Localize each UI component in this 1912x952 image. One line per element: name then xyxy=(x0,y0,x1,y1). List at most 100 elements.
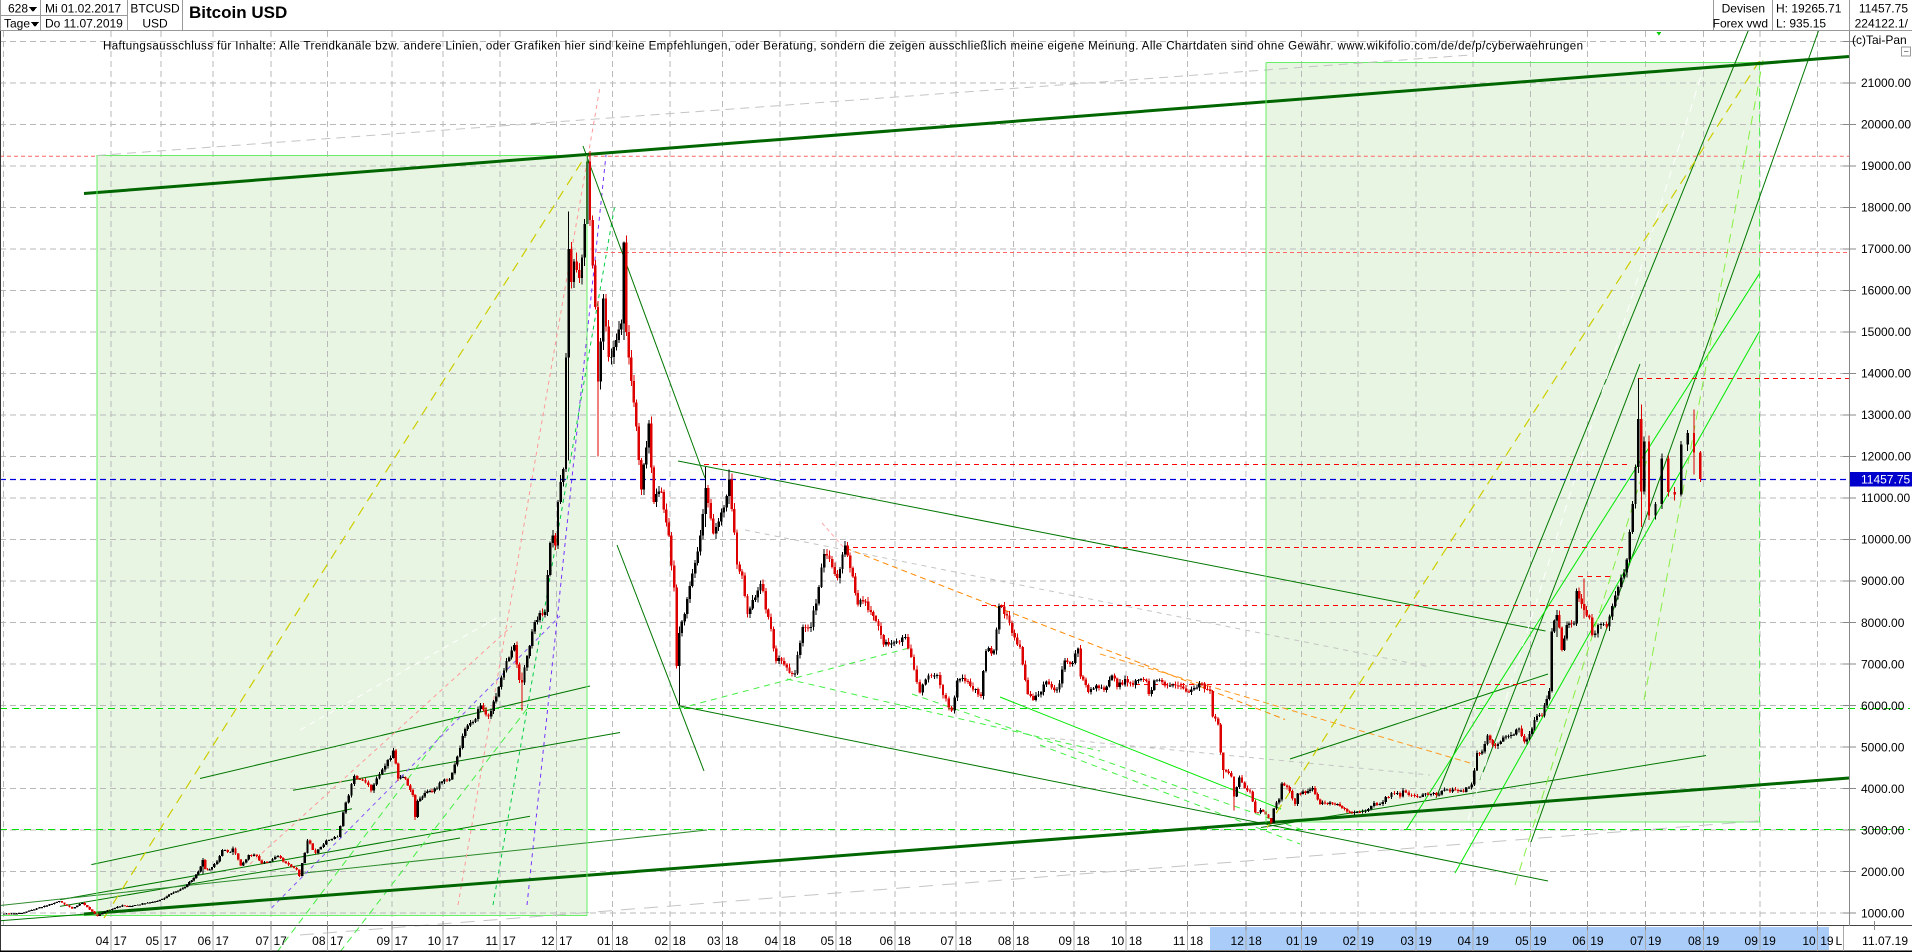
svg-text:18: 18 xyxy=(725,934,739,948)
svg-text:20000.00: 20000.00 xyxy=(1861,118,1911,132)
svg-text:03: 03 xyxy=(1401,934,1415,948)
svg-text:Bitcoin USD: Bitcoin USD xyxy=(189,3,287,22)
svg-text:01: 01 xyxy=(597,934,611,948)
svg-text:18: 18 xyxy=(898,934,912,948)
svg-text:19: 19 xyxy=(1648,934,1662,948)
svg-text:12: 12 xyxy=(541,934,555,948)
svg-text:10000.00: 10000.00 xyxy=(1861,533,1911,547)
svg-text:15000.00: 15000.00 xyxy=(1861,325,1911,339)
svg-text:L: L xyxy=(1836,934,1843,948)
svg-text:Forex vwd: Forex vwd xyxy=(1713,17,1768,31)
svg-text:7000.00: 7000.00 xyxy=(1861,657,1905,671)
svg-text:07: 07 xyxy=(941,934,955,948)
svg-text:18: 18 xyxy=(1190,934,1204,948)
svg-text:01: 01 xyxy=(1286,934,1300,948)
svg-text:10: 10 xyxy=(428,934,442,948)
svg-text:19: 19 xyxy=(1762,934,1776,948)
svg-text:06: 06 xyxy=(1572,934,1586,948)
svg-text:17: 17 xyxy=(164,934,178,948)
svg-text:17: 17 xyxy=(503,934,517,948)
svg-text:07: 07 xyxy=(1630,934,1644,948)
svg-text:10: 10 xyxy=(1111,934,1125,948)
svg-text:628: 628 xyxy=(8,2,28,16)
svg-text:17: 17 xyxy=(395,934,409,948)
svg-text:18000.00: 18000.00 xyxy=(1861,201,1911,215)
svg-text:03: 03 xyxy=(707,934,721,948)
svg-text:19: 19 xyxy=(1533,934,1547,948)
svg-text:11: 11 xyxy=(486,934,499,948)
svg-text:4000.00: 4000.00 xyxy=(1861,782,1905,796)
svg-text:19: 19 xyxy=(1820,934,1834,948)
svg-text:02: 02 xyxy=(655,934,669,948)
svg-text:07: 07 xyxy=(256,934,270,948)
svg-text:17: 17 xyxy=(446,934,460,948)
svg-text:09: 09 xyxy=(1745,934,1759,948)
svg-text:19: 19 xyxy=(1590,934,1604,948)
svg-text:Tage: Tage xyxy=(4,17,30,31)
svg-text:04: 04 xyxy=(96,934,110,948)
svg-text:17000.00: 17000.00 xyxy=(1861,242,1911,256)
svg-text:9000.00: 9000.00 xyxy=(1861,574,1905,588)
svg-text:05: 05 xyxy=(1515,934,1529,948)
svg-text:21000.00: 21000.00 xyxy=(1861,76,1911,90)
svg-text:18: 18 xyxy=(1076,934,1090,948)
svg-text:02: 02 xyxy=(1343,934,1357,948)
svg-text:17: 17 xyxy=(330,934,344,948)
svg-text:17: 17 xyxy=(216,934,230,948)
svg-text:1000.00: 1000.00 xyxy=(1861,906,1905,920)
svg-text:3000.00: 3000.00 xyxy=(1861,823,1905,837)
svg-text:6000.00: 6000.00 xyxy=(1861,699,1905,713)
svg-text:13000.00: 13000.00 xyxy=(1861,408,1911,422)
svg-text:11457.75: 11457.75 xyxy=(1861,473,1910,487)
svg-text:Mi 01.02.2017: Mi 01.02.2017 xyxy=(45,2,121,16)
svg-text:5000.00: 5000.00 xyxy=(1861,740,1905,754)
svg-text:04: 04 xyxy=(765,934,779,948)
svg-text:19: 19 xyxy=(1418,934,1432,948)
svg-text:17: 17 xyxy=(274,934,288,948)
svg-text:08: 08 xyxy=(1688,934,1702,948)
svg-text:18: 18 xyxy=(673,934,687,948)
svg-text:18: 18 xyxy=(615,934,629,948)
svg-text:19: 19 xyxy=(1361,934,1375,948)
svg-text:19: 19 xyxy=(1304,934,1318,948)
svg-text:18: 18 xyxy=(839,934,853,948)
svg-text:18: 18 xyxy=(958,934,972,948)
svg-text:8000.00: 8000.00 xyxy=(1861,616,1905,630)
svg-text:11: 11 xyxy=(1173,934,1186,948)
svg-text:BTCUSD: BTCUSD xyxy=(130,2,180,16)
svg-text:19000.00: 19000.00 xyxy=(1861,159,1911,173)
svg-text:12000.00: 12000.00 xyxy=(1861,450,1911,464)
svg-text:17: 17 xyxy=(114,934,128,948)
svg-text:Haftungsausschluss für Inhalte: Haftungsausschluss für Inhalte: Alle Tre… xyxy=(103,41,1583,53)
svg-text:18: 18 xyxy=(783,934,797,948)
svg-text:14000.00: 14000.00 xyxy=(1861,367,1911,381)
svg-text:10: 10 xyxy=(1802,934,1816,948)
svg-text:224122.1/: 224122.1/ xyxy=(1855,17,1909,31)
svg-text:19: 19 xyxy=(1706,934,1720,948)
svg-text:08: 08 xyxy=(998,934,1012,948)
svg-text:17: 17 xyxy=(559,934,573,948)
svg-text:06: 06 xyxy=(880,934,894,948)
svg-text:08: 08 xyxy=(312,934,326,948)
svg-text:H: 19265.71: H: 19265.71 xyxy=(1776,2,1842,16)
svg-text:(c)Tai-Pan: (c)Tai-Pan xyxy=(1852,33,1907,47)
svg-text:L: 935.15: L: 935.15 xyxy=(1776,17,1826,31)
svg-text:16000.00: 16000.00 xyxy=(1861,284,1911,298)
svg-text:11000.00: 11000.00 xyxy=(1861,491,1910,505)
svg-text:09: 09 xyxy=(377,934,391,948)
svg-text:04: 04 xyxy=(1458,934,1472,948)
svg-text:11457.75: 11457.75 xyxy=(1859,2,1908,16)
svg-text:12: 12 xyxy=(1231,934,1245,948)
svg-text:Do 11.07.2019: Do 11.07.2019 xyxy=(45,17,123,31)
svg-text:18: 18 xyxy=(1016,934,1030,948)
svg-text:19: 19 xyxy=(1475,934,1489,948)
svg-text:18: 18 xyxy=(1248,934,1262,948)
svg-text:2000.00: 2000.00 xyxy=(1861,865,1905,879)
svg-text:09: 09 xyxy=(1059,934,1073,948)
svg-text:18: 18 xyxy=(1129,934,1143,948)
svg-text:05: 05 xyxy=(146,934,160,948)
svg-text:06: 06 xyxy=(198,934,212,948)
svg-text:Devisen: Devisen xyxy=(1722,2,1765,16)
svg-text:05: 05 xyxy=(821,934,835,948)
svg-text:11.07.19: 11.07.19 xyxy=(1862,934,1908,948)
